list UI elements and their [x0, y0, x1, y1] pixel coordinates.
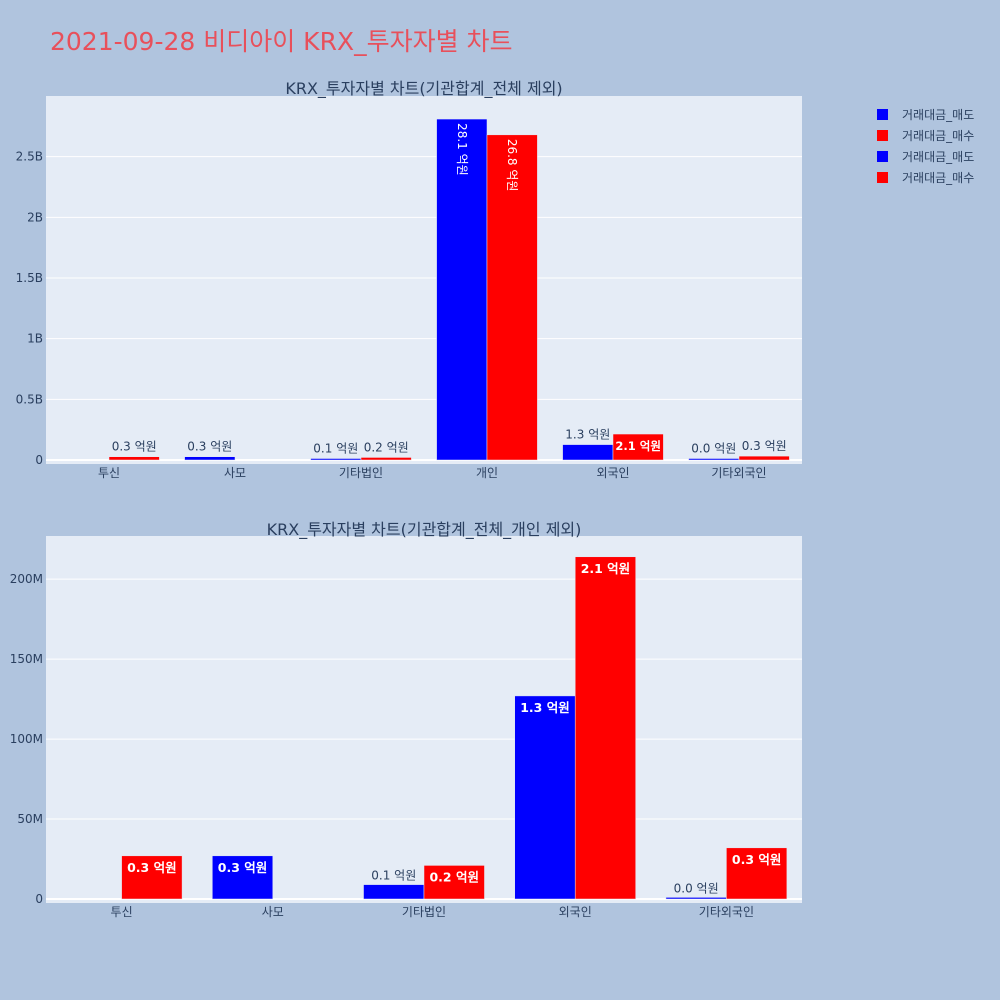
- bar-sell[interactable]: [688, 458, 740, 461]
- data-label: 26.8 억원: [505, 139, 519, 192]
- subplot-title: KRX_투자자별 차트(기관합계_전체_개인 제외): [267, 520, 582, 540]
- data-label: 0.3 억원: [218, 860, 268, 875]
- bar-sell[interactable]: [212, 855, 274, 900]
- x-tick-label: 기타법인: [402, 905, 446, 919]
- plot-area: [46, 96, 802, 464]
- chart-top: 0 0.5B 1B 1.5B 2B 2.5B KRX_투자자별 차트(기관합계_전체 제외)…: [16, 79, 802, 480]
- data-label: 0.1 억원: [313, 442, 358, 456]
- legend-item[interactable]: 거래대금_매도: [877, 108, 974, 122]
- y-tick-label: 0: [35, 453, 43, 467]
- page-title: 2021-09-28 비디아이 KRX_투자자별 차트: [50, 27, 513, 56]
- data-label: 0.3 억원: [732, 852, 782, 867]
- legend-label: 거래대금_매도: [902, 108, 974, 122]
- x-tick-label: 개인: [476, 466, 498, 480]
- legend-swatch: [877, 172, 888, 183]
- y-tick-label: 1.5B: [16, 271, 43, 285]
- x-tick-label: 외국인: [596, 466, 629, 480]
- x-tick-label: 기타외국인: [699, 905, 754, 919]
- y-tick-label: 1B: [27, 332, 43, 346]
- bar-buy[interactable]: [726, 847, 788, 900]
- x-tick-label: 투신: [98, 466, 120, 480]
- bar-sell[interactable]: [665, 897, 727, 900]
- bar-buy[interactable]: [486, 134, 538, 461]
- data-label: 0.0 억원: [674, 881, 719, 895]
- x-tick-label: 기타외국인: [711, 466, 766, 480]
- data-label: 0.3 억원: [187, 440, 232, 454]
- data-label: 0.3 억원: [127, 860, 177, 875]
- bar-buy[interactable]: [121, 855, 183, 900]
- y-tick-label: 100M: [10, 732, 43, 746]
- data-label: 0.1 억원: [371, 869, 416, 883]
- y-tick-label: 0.5B: [16, 392, 43, 406]
- x-tick-label: 외국인: [559, 905, 592, 919]
- y-tick-label: 150M: [10, 652, 43, 666]
- legend-label: 거래대금_매수: [902, 171, 974, 185]
- x-tick-label: 사모: [224, 466, 246, 480]
- x-tick-label: 투신: [111, 905, 133, 919]
- legend-swatch: [877, 109, 888, 120]
- data-label: 0.3 억원: [742, 439, 787, 453]
- bar-sell[interactable]: [363, 884, 425, 900]
- data-label: 0.3 억원: [112, 440, 157, 454]
- bar-sell[interactable]: [514, 695, 576, 900]
- legend-item[interactable]: 거래대금_매도: [877, 150, 974, 164]
- bar-buy[interactable]: [108, 456, 160, 461]
- bar-sell[interactable]: [184, 456, 236, 461]
- legend-swatch: [877, 151, 888, 162]
- bar-sell[interactable]: [562, 444, 614, 461]
- data-label: 2.1 억원: [581, 561, 631, 576]
- legend-item[interactable]: 거래대금_매수: [877, 129, 974, 143]
- legend-label: 거래대금_매도: [902, 150, 974, 164]
- x-tick-label: 기타법인: [339, 466, 383, 480]
- y-tick-label: 200M: [10, 572, 43, 586]
- legend-label: 거래대금_매수: [902, 129, 974, 143]
- chart-bottom: 0 50M 100M 150M 200M KRX_투자자별 차트(기관합계_전체_개인 제…: [10, 520, 802, 919]
- data-label: 2.1 억원: [615, 439, 661, 453]
- data-label: 0.0 억원: [691, 442, 736, 456]
- data-label: 1.3 억원: [565, 428, 610, 442]
- plot-area: [46, 536, 802, 903]
- y-tick-label: 50M: [17, 812, 43, 826]
- legend-item[interactable]: 거래대금_매수: [877, 171, 974, 185]
- data-label: 0.2 억원: [429, 869, 479, 884]
- data-label: 28.1 억원: [455, 123, 469, 176]
- subplot-title: KRX_투자자별 차트(기관합계_전체 제외): [285, 79, 562, 99]
- legend-swatch: [877, 130, 888, 141]
- bar-buy[interactable]: [612, 433, 664, 461]
- data-label: 1.3 억원: [520, 700, 570, 715]
- bar-buy[interactable]: [738, 455, 790, 461]
- bar-buy[interactable]: [360, 457, 412, 461]
- bar-buy[interactable]: [423, 865, 485, 900]
- x-tick-label: 사모: [262, 905, 284, 919]
- data-label: 0.2 억원: [364, 440, 409, 454]
- bar-buy[interactable]: [574, 556, 636, 900]
- y-tick-label: 0: [35, 892, 43, 906]
- bar-sell[interactable]: [310, 458, 362, 461]
- y-tick-label: 2.5B: [16, 150, 43, 164]
- y-tick-label: 2B: [27, 210, 43, 224]
